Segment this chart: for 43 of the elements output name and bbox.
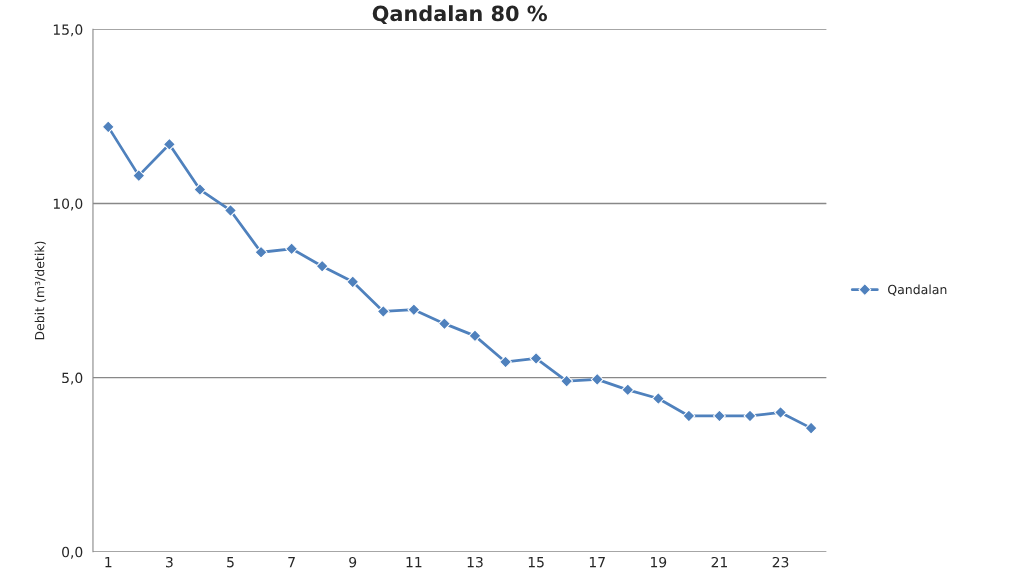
point [774,406,787,419]
point [499,355,512,369]
point [285,242,299,256]
point [713,409,726,423]
y-tick-label: 15,0 [53,24,83,37]
point [468,329,482,343]
point [651,392,665,405]
x-tick-label: 23 [772,556,789,568]
point [132,169,146,183]
point [193,183,207,196]
y-axis-title: Debit (m³/detik) [34,241,46,340]
y-tick-label: 10,0 [53,198,83,211]
point [621,383,635,397]
point [101,120,115,134]
x-tick-label: 15 [528,557,544,568]
point [162,137,176,151]
y-tick-label: 5,0 [62,372,83,385]
chart-title: Qandalan 80 % [372,5,548,25]
x-tick-label: 17 [589,557,605,568]
point [804,421,818,435]
x-tick-label: 5 [227,557,234,568]
point [529,352,543,365]
x-tick-label: 19 [651,556,667,568]
point [560,374,574,388]
point [315,259,329,273]
x-tick-label: 3 [166,556,173,568]
point [224,204,237,217]
point [437,317,451,331]
point [346,275,360,289]
x-tick-label: 1 [105,557,112,568]
y-tick-label: 0,0 [62,546,83,559]
point [376,305,390,318]
point [407,303,421,317]
x-tick-label: 7 [288,557,295,568]
point [254,245,268,259]
legend-label: Qandalan [888,284,947,296]
x-tick-label: 9 [349,556,357,568]
point [743,409,757,423]
point [682,409,696,423]
point [590,372,604,386]
x-tick-label: 11 [406,557,422,568]
x-tick-label: 21 [711,556,727,568]
x-tick-label: 13 [467,556,483,568]
